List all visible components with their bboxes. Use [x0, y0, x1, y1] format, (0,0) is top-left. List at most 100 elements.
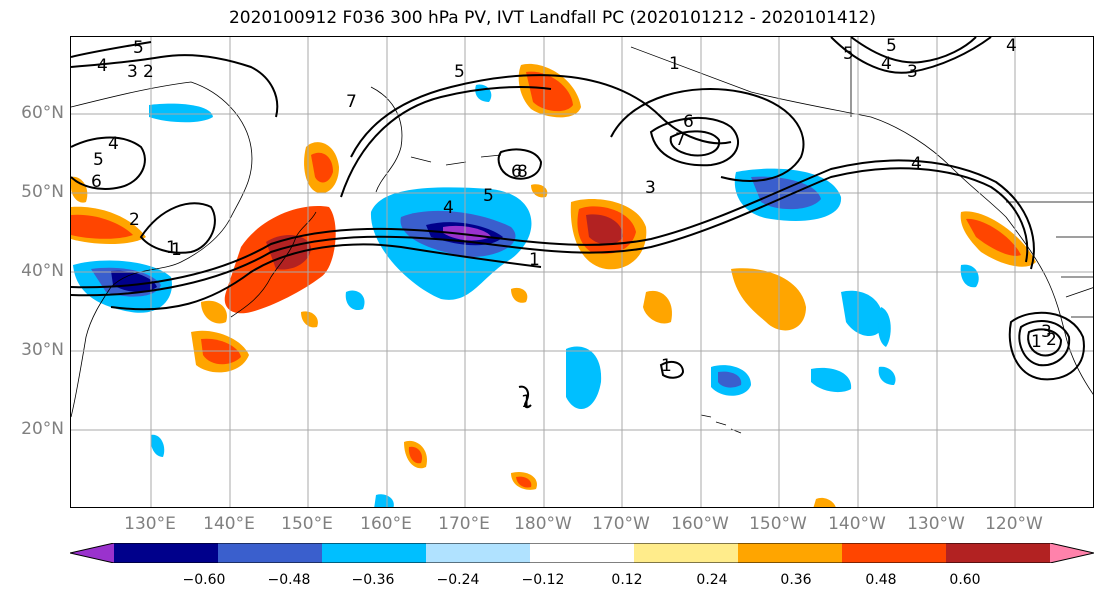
- contour-label: 4: [911, 154, 922, 174]
- negative-anomaly-blob: [345, 290, 365, 311]
- contour-label: 4: [97, 56, 108, 76]
- positive-anomaly-blob: [408, 446, 423, 464]
- negative-anomaly-blob: [811, 367, 852, 393]
- lon-label: 130°W: [907, 514, 965, 534]
- colorbar-segment: [1050, 543, 1094, 563]
- contour-label: 6: [91, 172, 102, 192]
- contour-label: 2: [143, 62, 154, 82]
- contour-line: [1018, 320, 1071, 367]
- contour-label: 5: [93, 150, 104, 170]
- contour-line: [659, 360, 685, 379]
- contour-label: 5: [454, 62, 465, 82]
- contour-label: 1: [529, 250, 540, 270]
- contour-label: 6: [683, 112, 694, 132]
- negative-anomaly-blob: [718, 371, 742, 388]
- colorbar-segment: [114, 543, 219, 563]
- contour-line: [71, 159, 1035, 289]
- contour-label: 1: [166, 238, 177, 258]
- contour-line: [649, 116, 740, 167]
- colorbar-segment: [218, 543, 323, 563]
- positive-anomaly-blob: [531, 184, 548, 198]
- contour-label: 1: [669, 54, 680, 74]
- colorbar-tick-label: 0.12: [611, 572, 643, 588]
- contour-label: 1: [521, 392, 532, 412]
- colorbar-tick-label: −0.48: [267, 572, 311, 588]
- negative-anomaly-blob: [475, 84, 492, 102]
- contour-line: [850, 37, 977, 64]
- contour-label: 1: [661, 356, 672, 376]
- contour-line: [610, 88, 805, 182]
- colorbar: [70, 543, 1094, 563]
- lat-label: 60°N: [21, 103, 64, 123]
- contour-label: 4: [443, 198, 454, 218]
- contour-line: [71, 167, 1029, 297]
- contour-label: 3: [127, 62, 138, 82]
- colorbar-tick-label: −0.24: [436, 572, 480, 588]
- colorbar-segment: [842, 543, 947, 563]
- positive-anomaly-blob: [201, 300, 227, 324]
- contour-label: 5: [133, 38, 144, 58]
- negative-anomaly-blob: [878, 307, 891, 347]
- contour-label: 6: [511, 162, 522, 182]
- map-title: 2020100912 F036 300 hPa PV, IVT Landfall…: [228, 8, 876, 28]
- positive-anomaly-blob: [71, 214, 133, 239]
- contour-label: 7: [346, 92, 357, 112]
- positive-anomaly-blob: [966, 218, 1021, 256]
- contour-label: 7: [675, 130, 686, 150]
- colorbar-tick-label: 0.48: [865, 572, 897, 588]
- contour-line: [110, 243, 542, 311]
- contour-label: 4: [1006, 37, 1017, 56]
- lon-label: 160°E: [360, 514, 412, 534]
- colorbar-tick-label: −0.60: [182, 572, 226, 588]
- coastlines: [71, 37, 1093, 434]
- positive-anomaly-blob: [516, 476, 532, 488]
- contour-line: [497, 148, 543, 180]
- negative-anomaly-blob: [566, 346, 602, 409]
- contour-label: 5: [843, 44, 854, 64]
- map-panel: 5 4 3 2 7 1 4 5 6 2 1 4 5 6 8 5 1 7 6 5 …: [70, 36, 1094, 508]
- lon-label: 140°E: [203, 514, 255, 534]
- positive-anomaly-blob: [731, 268, 806, 331]
- lon-label: 130°E: [124, 514, 176, 534]
- colorbar-tick-label: 0.36: [780, 572, 812, 588]
- contour-label: 4: [108, 134, 119, 154]
- negative-anomaly-blob: [960, 264, 979, 288]
- contour-line: [350, 74, 732, 158]
- negative-anomaly-blob: [149, 103, 213, 123]
- colorbar-tick-label: −0.36: [351, 572, 395, 588]
- contour-label: 5: [483, 186, 494, 206]
- kamchatka-coastline: [370, 86, 403, 193]
- colorbar-segment: [70, 543, 114, 563]
- us-state-borders: [1056, 236, 1093, 318]
- colorbar-segment: [530, 543, 635, 563]
- lat-label: 30°N: [21, 340, 64, 360]
- colorbar-tick-label: 0.60: [949, 572, 981, 588]
- positive-anomaly-blob: [301, 311, 318, 328]
- positive-anomaly-blob: [511, 287, 528, 303]
- contour-label: 5: [886, 37, 897, 56]
- contour-label: 1: [171, 240, 182, 260]
- lon-label: 170°E: [438, 514, 490, 534]
- lon-label: 180°W: [514, 514, 572, 534]
- colorbar-tick-label: −0.12: [521, 572, 565, 588]
- contour-label: 1: [1031, 332, 1042, 352]
- negative-anomaly-blob: [878, 366, 896, 385]
- colorbar-segment: [738, 543, 843, 563]
- colorbar-tick-label: 0.24: [696, 572, 728, 588]
- map-canvas: 5 4 3 2 7 1 4 5 6 2 1 4 5 6 8 5 1 7 6 5 …: [71, 37, 1093, 507]
- lon-label: 120°W: [985, 514, 1043, 534]
- contour-line: [139, 202, 216, 254]
- negative-anomaly-blob: [841, 290, 884, 337]
- contour-line: [669, 130, 721, 157]
- asia-coastline: [71, 81, 253, 418]
- contour-line: [340, 86, 552, 198]
- contour-line: [1027, 328, 1063, 357]
- contour-label-group: 5 4 3 2 7 1 4 5 6 2 1 4 5 6 8 5 1 7 6 5 …: [91, 37, 1057, 412]
- contour-line: [71, 41, 152, 58]
- canada-border: [850, 37, 1093, 203]
- contour-label: 3: [907, 62, 918, 82]
- contour-label: 8: [517, 162, 528, 182]
- lon-label: 160°W: [671, 514, 729, 534]
- lat-label: 40°N: [21, 261, 64, 281]
- aleutian-islands: [410, 154, 502, 166]
